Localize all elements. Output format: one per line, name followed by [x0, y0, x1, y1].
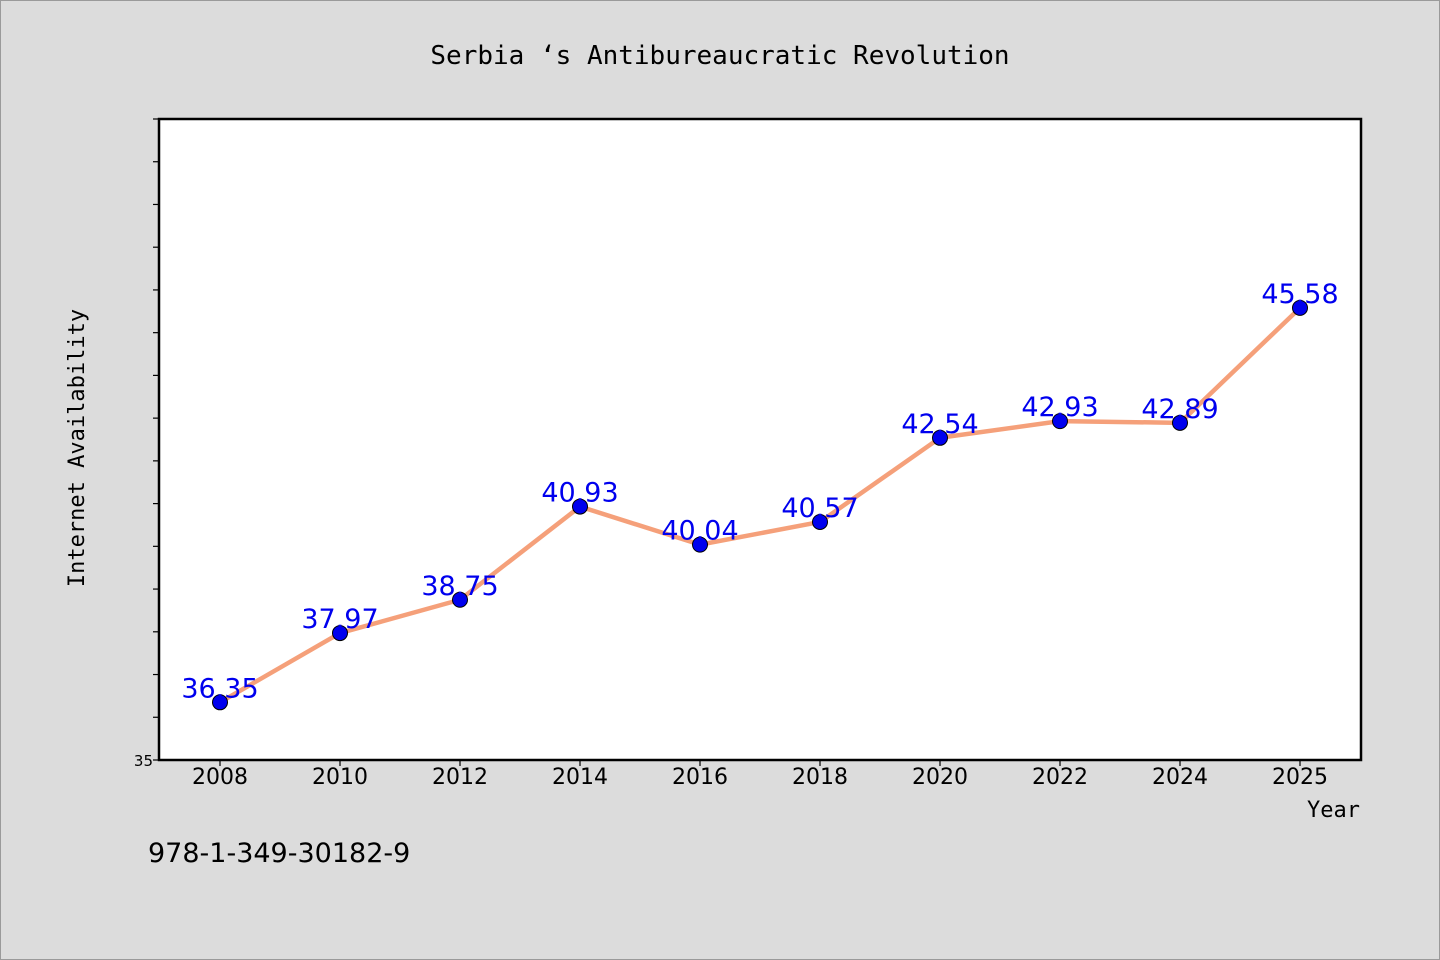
data-point — [452, 591, 468, 608]
data-point — [932, 429, 948, 446]
data-label: 40.04 — [661, 516, 738, 547]
x-axis-ticks: 2008 2010 2012 2014 2016 2018 2020 2022 2024 2025 — [192, 760, 1328, 790]
chart-title: Serbia ‘s Antibureaucratic Revolution — [430, 41, 1009, 71]
data-label: 36.35 — [181, 673, 258, 704]
data-point — [1172, 414, 1188, 431]
data-label: 37.97 — [301, 604, 378, 635]
series-line — [217, 305, 1303, 705]
y-axis-title: Internet Availability — [65, 309, 90, 587]
data-label: 40.57 — [781, 493, 858, 524]
x-tick-label: 2008 — [192, 765, 248, 790]
data-label: 38.75 — [421, 571, 498, 602]
x-axis-title: Year — [1307, 798, 1360, 823]
data-label: 45.58 — [1261, 279, 1338, 310]
plot-area — [157, 117, 1363, 762]
series-layer: 36.35 37.97 38.75 40.93 40.04 40.57 42.54 42.93… — [181, 279, 1339, 711]
data-label: 42.54 — [901, 409, 978, 440]
x-tick-label: 2012 — [432, 765, 488, 790]
x-tick-label: 2025 — [1272, 765, 1328, 790]
data-label: 42.93 — [1021, 392, 1098, 423]
x-tick-label: 2016 — [672, 765, 728, 790]
data-point — [812, 513, 828, 530]
y-axis-ticks — [153, 118, 159, 761]
data-point — [572, 498, 588, 515]
data-point — [1292, 299, 1308, 316]
data-point — [212, 694, 228, 711]
x-tick-label: 2018 — [792, 765, 848, 790]
x-tick-label: 2014 — [552, 765, 608, 790]
y-tick-label: 35 — [134, 752, 153, 770]
x-tick-label: 2024 — [1152, 765, 1208, 790]
data-label: 42.89 — [1141, 394, 1218, 425]
data-point — [1052, 413, 1068, 430]
x-tick-label: 2022 — [1032, 765, 1088, 790]
x-tick-label: 2010 — [312, 765, 368, 790]
x-tick-label: 2020 — [912, 765, 968, 790]
footnote: 978-1-349-30182-9 — [148, 838, 410, 869]
data-label: 40.93 — [541, 478, 618, 509]
data-point — [692, 536, 708, 553]
data-point — [332, 625, 348, 642]
